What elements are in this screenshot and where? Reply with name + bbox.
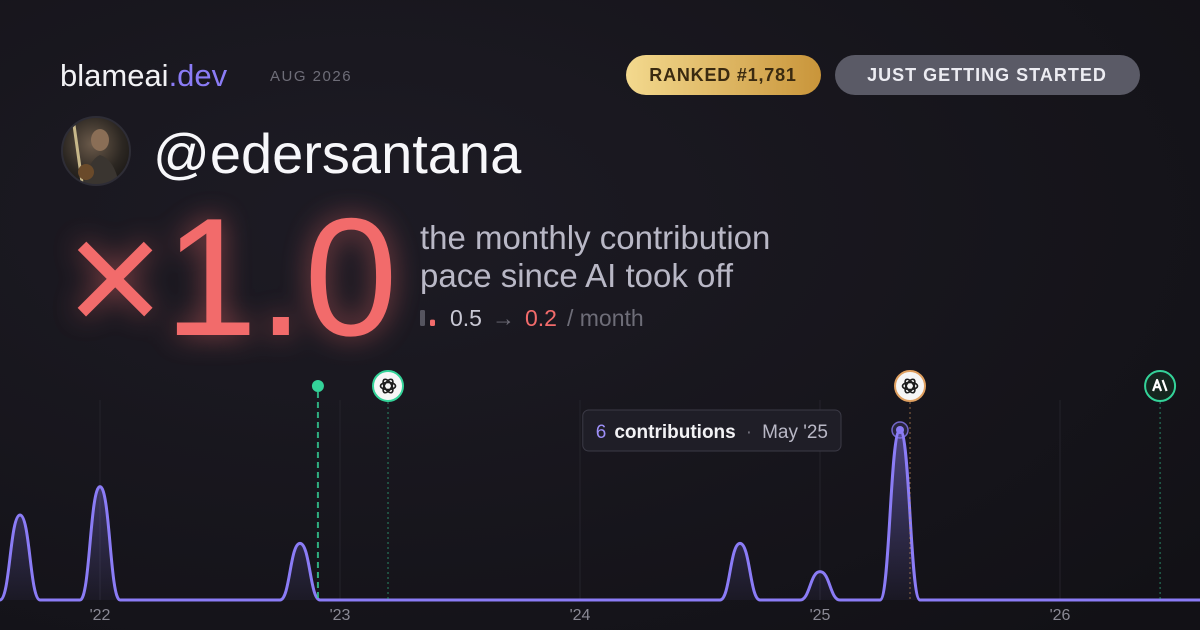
- period: AUG 2026: [270, 68, 352, 85]
- brand-name: blameai: [60, 58, 169, 93]
- rank-badge: [626, 55, 821, 95]
- pace-row: 0.5 → 0.2 / month: [420, 305, 644, 331]
- event-logo: [379, 378, 397, 394]
- event-logo: [901, 378, 919, 394]
- event-badge: [372, 370, 405, 402]
- highlight-dot: [896, 426, 904, 434]
- logo-glyph: [901, 381, 919, 391]
- logo-glyph: [904, 378, 916, 394]
- x-tick-label: '22: [90, 607, 111, 624]
- tooltip: 6 contributions · May '25: [582, 409, 842, 452]
- caption-line: the monthly contribution: [420, 219, 770, 256]
- area: [0, 430, 1200, 600]
- tooltip-box: [582, 409, 842, 452]
- pace-arrow: →: [492, 305, 515, 331]
- level-text: JUST GETTING STARTED: [867, 65, 1107, 85]
- x-tick-label: '25: [810, 607, 831, 624]
- rank-text: RANKED #1,781: [649, 65, 796, 85]
- event-logo: [1152, 378, 1168, 392]
- multiplier: ×1.0: [66, 183, 398, 371]
- pace-unit: / month: [567, 305, 644, 331]
- logo-glyph: [379, 381, 397, 391]
- tooltip-value: 6: [596, 422, 607, 443]
- logo-glyph: [382, 378, 394, 394]
- event-dot: [311, 380, 324, 392]
- chart: '22 '23 '24 '25 '26 6 contributions · May '25: [0, 370, 1200, 624]
- caption-line: pace since AI took off: [420, 257, 734, 294]
- avatar-ring: [61, 116, 131, 186]
- brand: blameai.dev: [60, 58, 228, 93]
- multiplier-glow: ×1.0: [66, 183, 398, 371]
- logo-glyph: [1152, 378, 1168, 392]
- tooltip-date: May '25: [762, 422, 828, 443]
- pace-after: 0.2: [525, 305, 557, 331]
- line: [0, 428, 1200, 602]
- pace-bar: [420, 310, 425, 326]
- tooltip-label: contributions: [614, 422, 735, 443]
- logo-glyph: [382, 378, 394, 394]
- x-tick-label: '23: [330, 607, 351, 624]
- event-badge: [894, 370, 927, 402]
- handle: @edersantana: [153, 122, 522, 185]
- logo-glyph: [904, 378, 916, 394]
- x-tick-label: '26: [1050, 607, 1071, 624]
- pace-before: 0.5: [450, 305, 482, 331]
- level-badge: [835, 55, 1140, 95]
- brand-tld: .dev: [169, 58, 228, 93]
- x-tick-label: '24: [570, 607, 591, 624]
- tooltip-separator: ·: [746, 422, 752, 443]
- pace-bar: [430, 319, 435, 326]
